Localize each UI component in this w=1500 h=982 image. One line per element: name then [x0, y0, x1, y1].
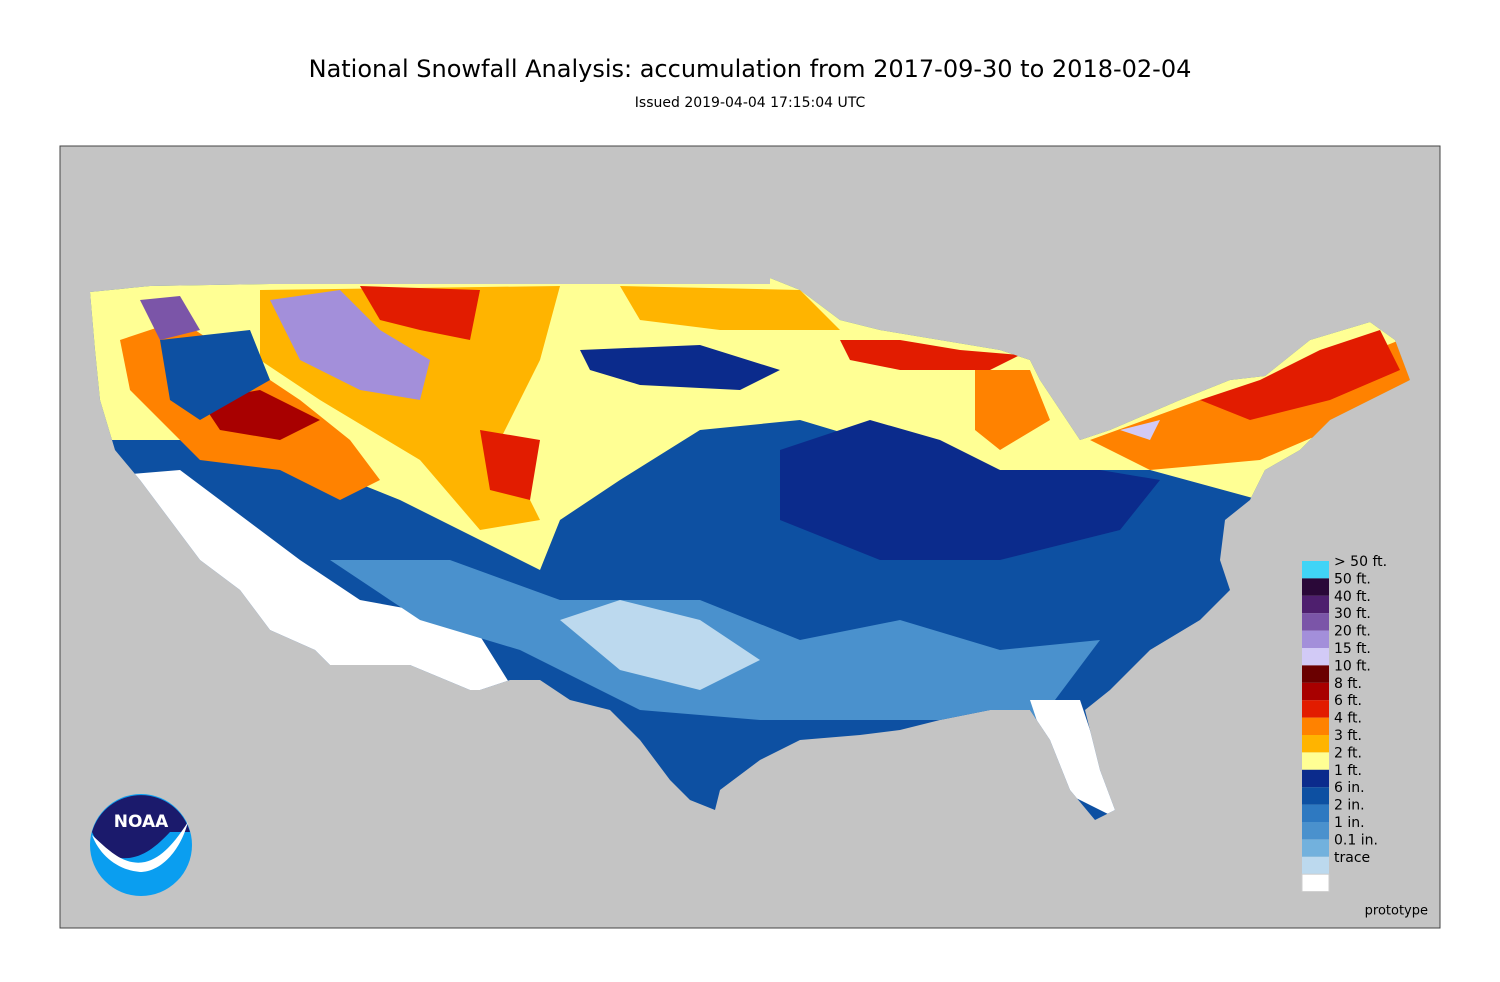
- legend-swatch: [1302, 648, 1329, 666]
- legend-label: > 50 ft.: [1334, 554, 1387, 570]
- logo-text: NOAA: [114, 812, 169, 832]
- legend-swatch: [1302, 839, 1329, 857]
- legend-swatch: [1302, 769, 1329, 788]
- legend-label: 4 ft.: [1334, 711, 1362, 727]
- legend-swatch: [1302, 822, 1329, 840]
- legend-label: 1 ft.: [1334, 763, 1362, 779]
- logo-bird: [92, 822, 188, 872]
- legend-label: 3 ft.: [1334, 728, 1362, 744]
- legend-swatch: [1302, 752, 1329, 770]
- legend-swatch: [1302, 787, 1329, 805]
- legend-label: 10 ft.: [1334, 658, 1371, 674]
- legend-swatch: [1302, 717, 1329, 735]
- logo-top: [92, 795, 190, 859]
- legend-label: 20 ft.: [1334, 624, 1371, 640]
- legend-label: 50 ft.: [1334, 571, 1371, 587]
- legend-label: 15 ft.: [1334, 641, 1371, 657]
- legend-swatch: [1302, 613, 1329, 631]
- legend-swatch: [1302, 804, 1329, 822]
- legend-swatch: [1302, 578, 1329, 596]
- legend-swatch: [1301, 873, 1330, 893]
- legend-label: 6 ft.: [1334, 693, 1362, 709]
- legend-label: trace: [1334, 850, 1370, 866]
- legend-label: 30 ft.: [1334, 606, 1371, 622]
- legend-label: 6 in.: [1334, 780, 1365, 796]
- legend-swatch: [1302, 595, 1329, 614]
- noaa-logo: NOAA: [90, 794, 192, 896]
- legend-swatch: [1302, 735, 1329, 753]
- legend-swatch: [1302, 682, 1329, 701]
- legend-swatch: [1302, 856, 1329, 875]
- legend-swatch: [1302, 665, 1329, 683]
- legend-label: 0.1 in.: [1334, 832, 1378, 848]
- legend-swatch: [1302, 561, 1329, 579]
- legend-swatch: [1302, 630, 1329, 648]
- legend-swatch: [1302, 700, 1329, 718]
- legend-label: 1 in.: [1334, 815, 1365, 831]
- legend-label: 40 ft.: [1334, 589, 1371, 605]
- prototype-note: prototype: [1365, 904, 1428, 919]
- legend-label: 2 in.: [1334, 798, 1365, 814]
- legend-label: 8 ft.: [1334, 676, 1362, 692]
- legend: > 50 ft.50 ft. 40 ft.30 ft. 20 ft.15 ft.10…: [1301, 554, 1387, 893]
- legend-label: 2 ft.: [1334, 745, 1362, 761]
- subtitle: Issued 2019-04-04 17:15:04 UTC: [635, 95, 866, 111]
- title: National Snowfall Analysis: accumulation…: [309, 55, 1192, 83]
